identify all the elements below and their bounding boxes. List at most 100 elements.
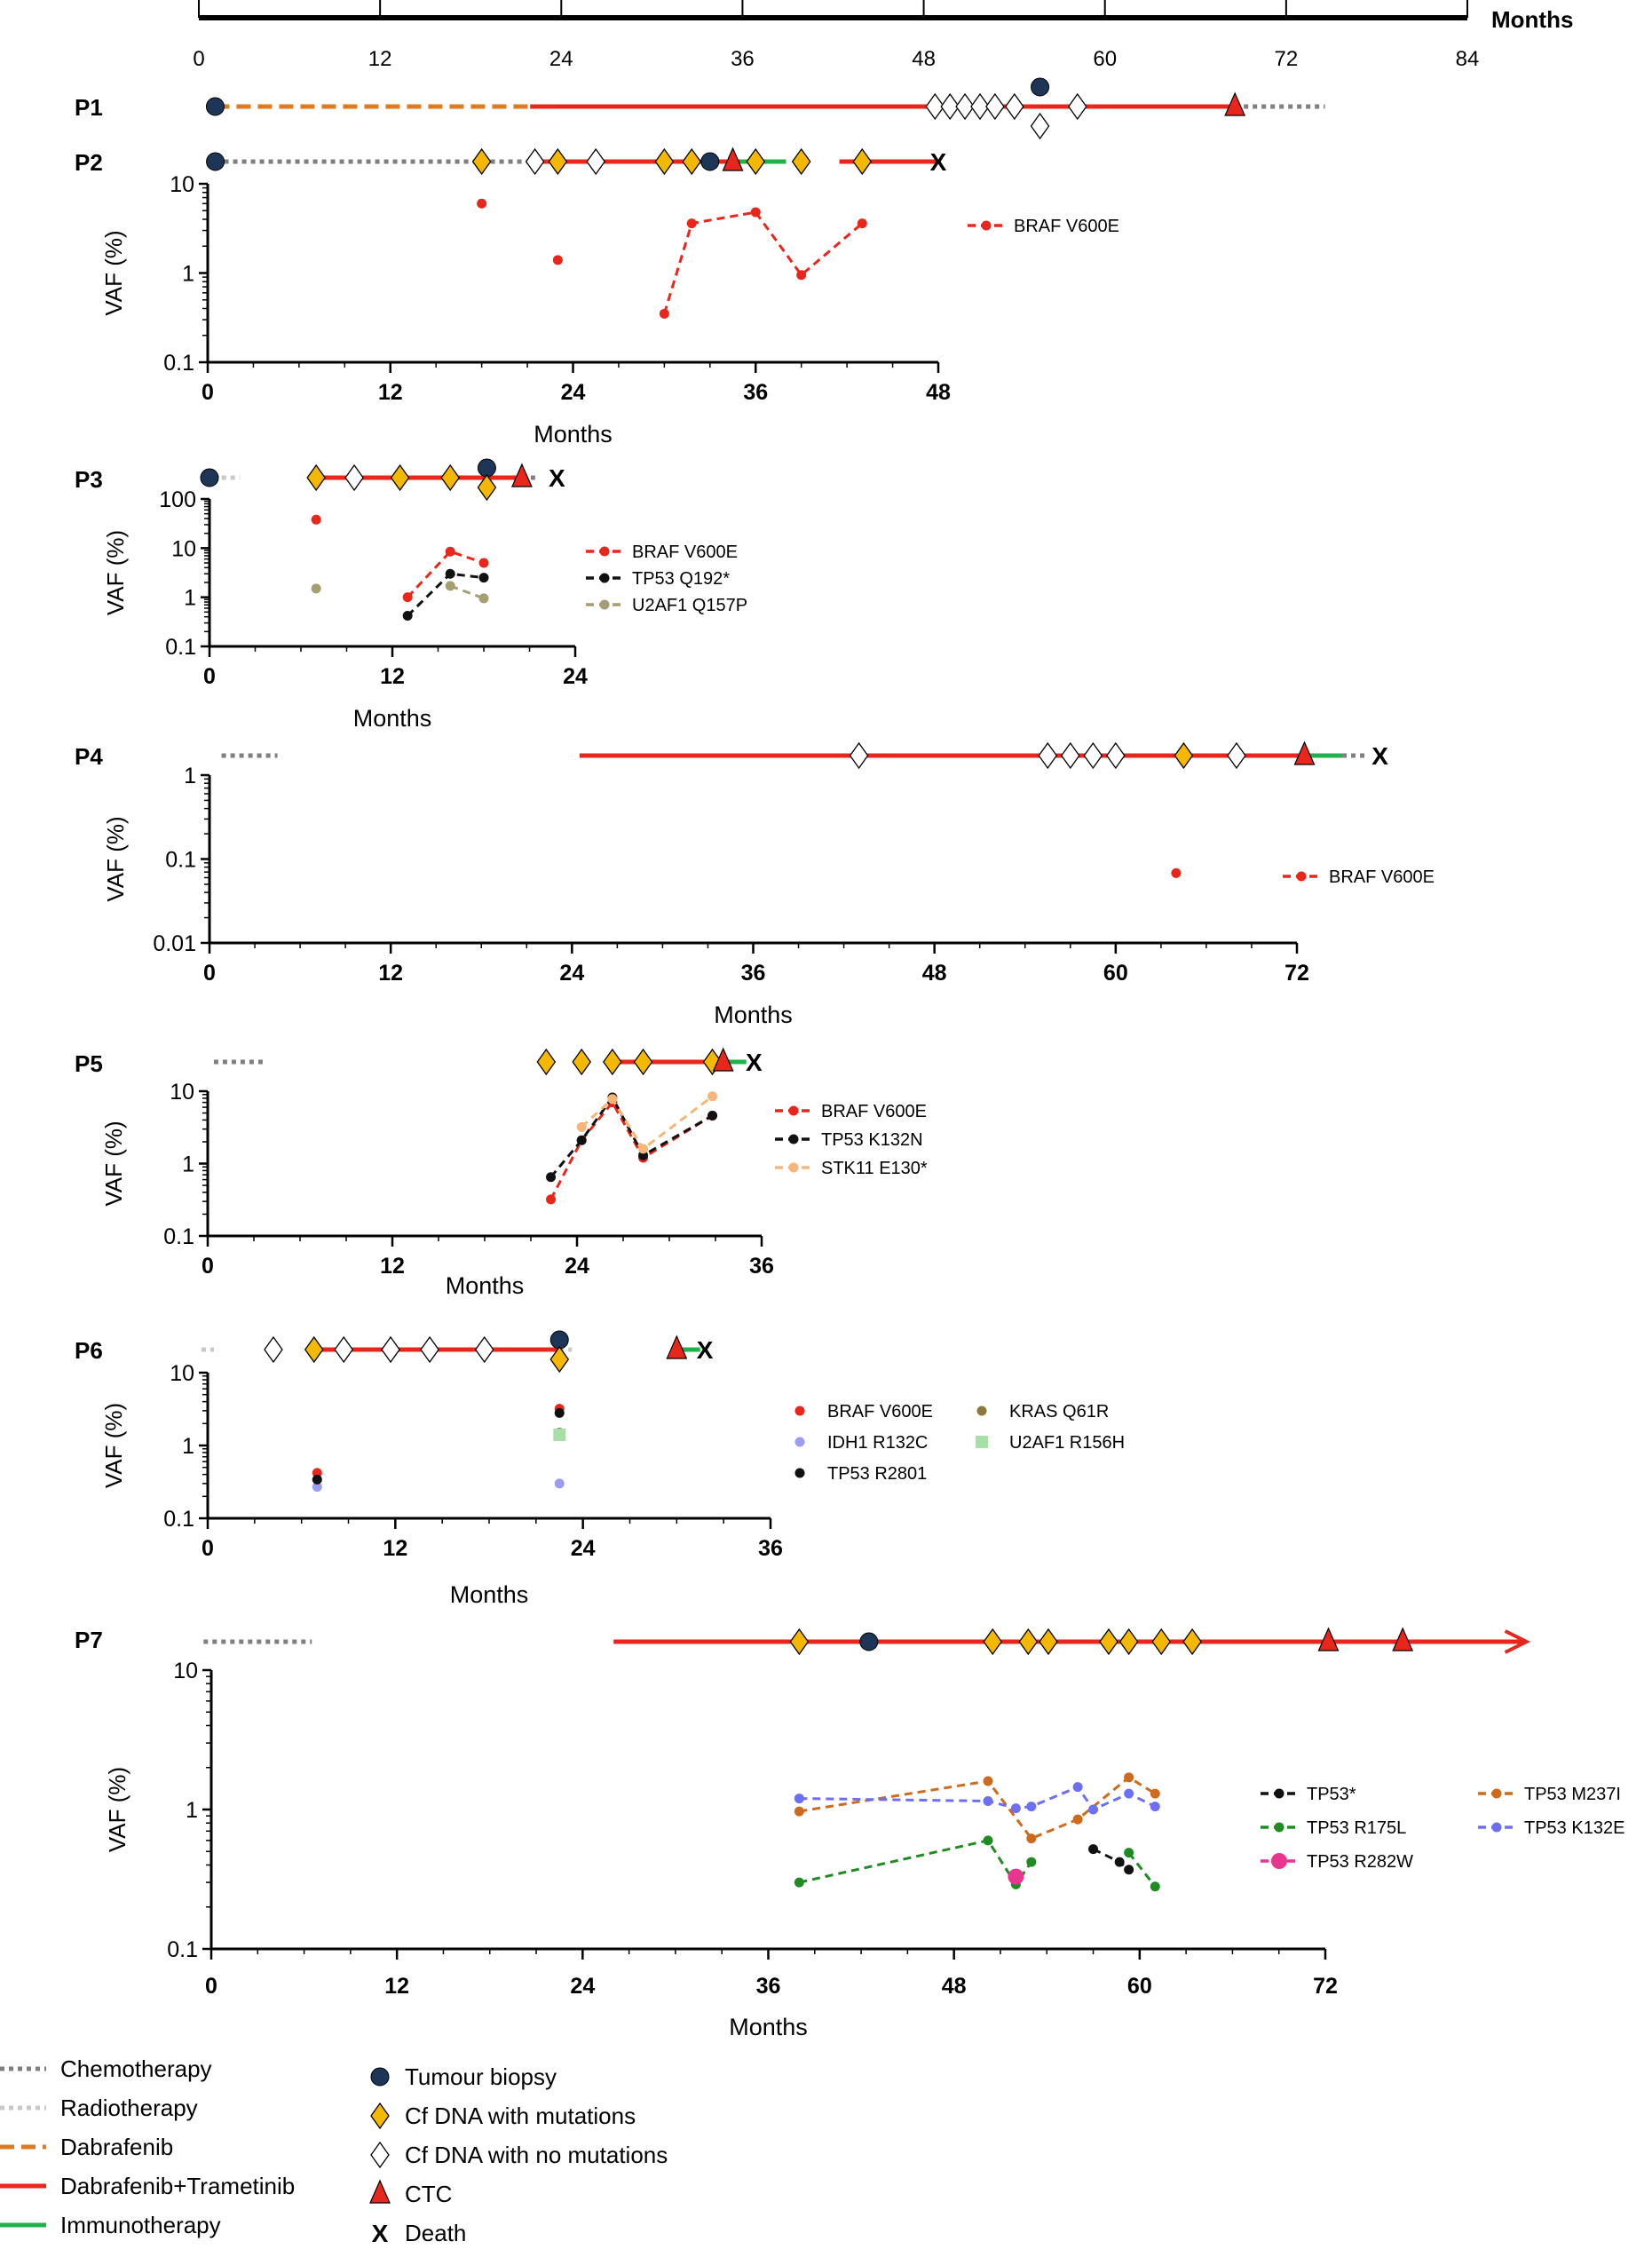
legend-event-label: Cf DNA with mutations: [405, 2103, 636, 2129]
y-axis-label: VAF (%): [100, 230, 127, 315]
y-axis-label: VAF (%): [100, 1121, 127, 1206]
top-axis-tick-label: 84: [1456, 47, 1480, 71]
x-axis-tick-label: 36: [741, 961, 766, 986]
series-line: [799, 1775, 1157, 1841]
cfdna-mutation-marker: [304, 1335, 324, 1364]
death-marker: X: [697, 1336, 714, 1364]
cfdna-no-mutation-marker: [1030, 112, 1050, 140]
x-axis-tick-label: 24: [559, 961, 584, 986]
data-point: [983, 1835, 993, 1846]
cfdna-no-mutation-marker: [1083, 741, 1103, 770]
cfdna-mutation-marker: [789, 1627, 810, 1656]
death-marker: X: [549, 464, 565, 492]
series-tp53-k132e: [794, 1782, 1160, 1815]
data-point: [1088, 1844, 1099, 1855]
death-marker: X: [1371, 742, 1388, 770]
y-axis-label: VAF (%): [102, 530, 129, 615]
legend-label: BRAF V600E: [821, 1102, 927, 1121]
legend-marker: [1296, 871, 1307, 882]
x-axis-tick-label: 0: [203, 961, 216, 986]
series-line: [407, 550, 485, 598]
legend-marker: [1271, 1853, 1287, 1869]
panel-label: P1: [75, 94, 103, 121]
cfdna-no-mutation-marker: [264, 1335, 283, 1364]
cfdna-no-mutation-marker: [849, 741, 869, 770]
legend-label: TP53 K132N: [821, 1130, 923, 1150]
series-line: [799, 1839, 1033, 1888]
data-point: [554, 1407, 565, 1418]
x-axis-tick-label: 24: [563, 664, 588, 689]
y-axis-label: VAF (%): [100, 1403, 127, 1488]
legend-label: TP53 M237I: [1524, 1785, 1621, 1804]
y-axis-tick-label: 0.1: [165, 635, 196, 660]
series-braf-v600e: [1171, 867, 1182, 878]
series-tp53-r175l: [794, 1835, 1160, 1892]
therapy-dab_tram_arrow-segment-arrowhead: [1504, 1629, 1531, 1654]
cfdna-no-mutation-marker: [420, 1335, 439, 1364]
y-axis-tick-label: 0.1: [163, 1224, 194, 1249]
data-point: [1171, 867, 1182, 878]
x-axis-label: Months: [729, 2014, 808, 2040]
legend-marker: [976, 1406, 987, 1416]
x-axis-tick-label: 0: [202, 1536, 214, 1561]
cfdna-mutation-marker: [603, 1048, 622, 1076]
data-point: [553, 1429, 566, 1442]
data-point: [477, 198, 487, 209]
data-point: [478, 593, 489, 604]
tumour-biopsy-marker: [205, 97, 225, 116]
cfdna-mutation-marker: [572, 1048, 591, 1076]
legend-event-label: Death: [405, 2220, 466, 2246]
data-point: [1124, 1865, 1134, 1875]
y-axis-tick-label: 10: [170, 1080, 194, 1105]
data-point: [402, 611, 413, 622]
ctc-marker: [722, 147, 744, 171]
data-point: [1124, 1788, 1134, 1799]
cfdna-no-mutation-marker: [985, 92, 1005, 121]
data-point: [402, 592, 413, 603]
y-axis-tick-label: 1: [184, 764, 196, 788]
x-axis-label: Months: [446, 1272, 525, 1299]
legend-label: TP53*: [1307, 1785, 1356, 1804]
data-point: [1150, 1788, 1160, 1799]
cfdna-no-mutation-marker: [1106, 741, 1126, 770]
x-axis-tick-label: 48: [926, 380, 951, 405]
data-point: [707, 1091, 718, 1102]
data-point: [1026, 1802, 1037, 1812]
cfdna-mutation-marker: [1099, 1627, 1118, 1656]
legend-marker: [599, 599, 610, 610]
legend-label: BRAF V600E: [1014, 217, 1119, 236]
legend-event-label: CTC: [405, 2181, 452, 2207]
cfdna-no-mutation-marker: [344, 463, 364, 492]
x-axis-tick-label: 36: [756, 1974, 781, 1999]
cfdna-mutation-marker: [1182, 1627, 1202, 1656]
legend-label: BRAF V600E: [632, 542, 738, 562]
data-point: [983, 1795, 993, 1806]
x-axis-tick-label: 36: [743, 380, 768, 405]
panel-label: P4: [75, 743, 103, 770]
data-point: [552, 255, 563, 265]
legend-death-symbol: X: [372, 2220, 389, 2247]
cfdna-no-mutation-marker: [1067, 92, 1087, 121]
cfdna-mutation-marker: [791, 147, 811, 176]
cfdna-mutation-marker: [746, 147, 766, 176]
data-point: [794, 1794, 804, 1804]
panel-p2: P2 X 10 1 0.1 0 12 24 36 48 Months VAF (%) BRAF V600…: [75, 147, 1119, 447]
cfdna-mutation-marker: [548, 147, 568, 176]
data-point: [686, 218, 697, 229]
cfdna-no-mutation-marker: [525, 147, 545, 176]
series-braf-v600e: [477, 198, 867, 319]
data-point: [983, 1776, 993, 1786]
figure-legend: Chemotherapy Radiotherapy Dabrafenib Dabraf…: [0, 2055, 668, 2247]
cfdna-no-mutation-marker: [955, 92, 975, 121]
legend-therapy-label: Dabrafenib: [60, 2134, 173, 2160]
series-legend: BRAF V600E: [1283, 867, 1435, 887]
y-axis-tick-label: 10: [171, 536, 196, 561]
data-point: [1072, 1814, 1083, 1825]
x-axis-tick-label: 12: [380, 664, 405, 689]
x-axis-label: Months: [450, 1581, 529, 1608]
data-point: [1026, 1857, 1037, 1867]
cfdna-mutation-marker: [1174, 741, 1194, 770]
data-point: [796, 270, 807, 281]
top-axis-tick-label: 12: [368, 47, 392, 71]
